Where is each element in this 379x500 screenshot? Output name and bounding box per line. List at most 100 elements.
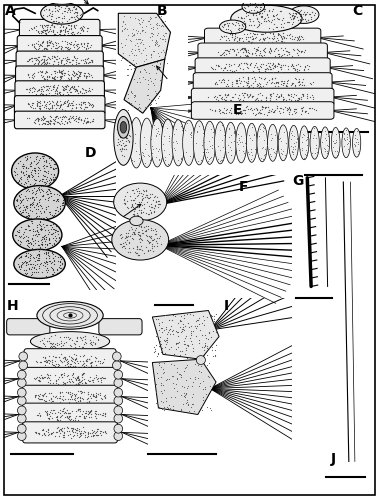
Point (39, 176, 45, 184)
Point (115, 138, 121, 146)
Point (244, 1, 250, 9)
Point (36, 185, 42, 193)
Point (189, 340, 195, 348)
Point (273, 92, 279, 100)
Point (127, 61, 133, 69)
Point (46, 185, 52, 193)
Point (83, 380, 89, 388)
Point (226, 49, 232, 57)
Point (243, 78, 249, 86)
Point (60, 404, 66, 412)
Point (75, 426, 81, 434)
Point (122, 120, 128, 128)
Point (183, 344, 189, 352)
Point (58, 27, 64, 35)
Ellipse shape (17, 406, 26, 415)
Point (251, 67, 257, 75)
Point (43, 272, 49, 280)
Text: J: J (331, 452, 337, 466)
Point (43, 254, 49, 262)
Point (54, 90, 60, 98)
Point (39, 226, 45, 234)
Point (81, 72, 87, 80)
Point (276, 94, 282, 102)
Point (20, 160, 26, 168)
Point (68, 106, 74, 114)
Point (257, 110, 263, 118)
Point (136, 245, 143, 253)
Point (258, 0, 264, 8)
Point (270, 30, 276, 38)
Point (47, 187, 53, 195)
Point (36, 212, 42, 220)
Point (51, 171, 57, 179)
Ellipse shape (17, 424, 26, 433)
Point (292, 82, 298, 90)
Point (32, 176, 38, 184)
Point (44, 59, 50, 67)
Point (84, 354, 90, 362)
Point (61, 430, 67, 438)
Point (144, 198, 150, 206)
Point (284, 82, 290, 90)
Point (301, 8, 307, 16)
Point (17, 233, 23, 241)
FancyBboxPatch shape (22, 385, 117, 408)
Point (65, 101, 71, 109)
Point (232, 30, 238, 38)
Point (120, 118, 126, 126)
Point (196, 122, 202, 130)
Point (80, 23, 86, 31)
Point (25, 164, 31, 172)
Point (65, 389, 71, 397)
Point (45, 6, 52, 14)
Point (254, 64, 260, 72)
Point (56, 254, 63, 262)
Point (35, 38, 41, 46)
Point (73, 8, 79, 16)
Point (323, 134, 329, 142)
Point (162, 36, 168, 44)
Point (290, 62, 296, 70)
Point (50, 26, 56, 34)
Point (204, 144, 210, 152)
Point (143, 145, 149, 153)
Point (270, 108, 276, 116)
Point (137, 238, 143, 246)
Point (91, 431, 97, 439)
Point (291, 138, 297, 146)
Point (77, 392, 83, 400)
Point (36, 54, 42, 62)
Point (64, 360, 70, 368)
Point (125, 71, 131, 79)
Point (53, 197, 59, 205)
Point (51, 75, 57, 83)
Point (303, 146, 309, 154)
Point (99, 359, 105, 367)
Point (212, 351, 218, 359)
Point (261, 6, 267, 14)
Point (298, 146, 304, 154)
Point (147, 238, 153, 246)
Point (267, 64, 273, 72)
Point (47, 39, 53, 47)
Point (59, 394, 65, 402)
Point (344, 130, 350, 138)
Point (35, 56, 41, 64)
Point (64, 428, 70, 436)
Point (241, 149, 247, 157)
Point (46, 352, 52, 360)
Point (60, 112, 66, 120)
Point (277, 7, 283, 15)
Point (263, 80, 269, 88)
Point (290, 150, 296, 158)
Point (294, 96, 300, 104)
Point (56, 104, 62, 112)
Point (30, 227, 36, 235)
Point (85, 59, 91, 67)
Point (77, 69, 83, 77)
Point (118, 240, 124, 248)
Point (244, 60, 251, 68)
Point (153, 236, 159, 244)
Point (66, 398, 72, 406)
